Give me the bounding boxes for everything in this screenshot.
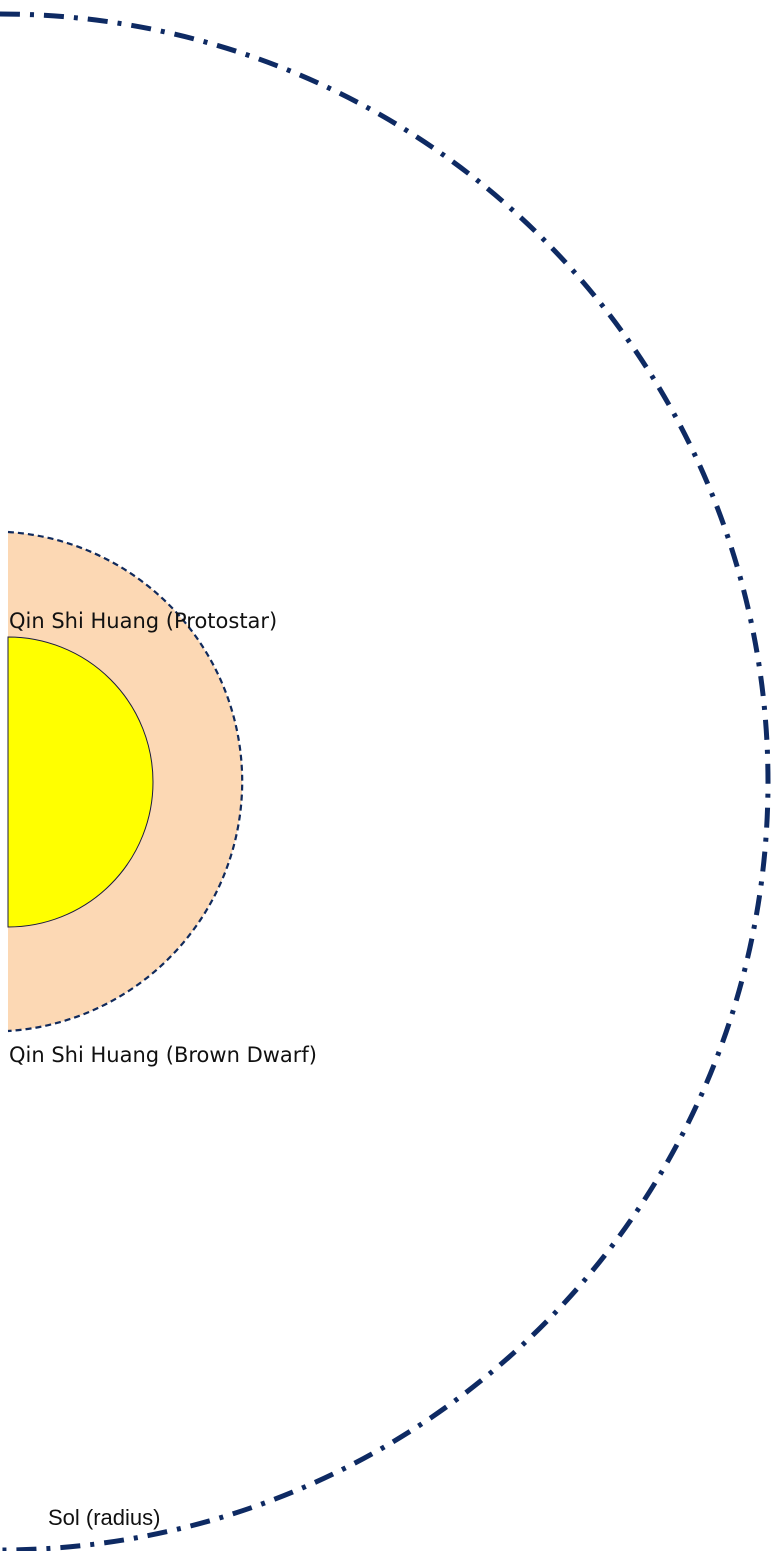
- brown-dwarf-label: Qin Shi Huang (Brown Dwarf): [9, 1043, 317, 1067]
- sol-label: Sol (radius): [48, 1505, 160, 1530]
- brown-dwarf-disc: [7, 636, 154, 928]
- sol-radius-arc: [0, 11, 771, 1551]
- protostar-label: Qin Shi Huang (Protostar): [9, 609, 277, 633]
